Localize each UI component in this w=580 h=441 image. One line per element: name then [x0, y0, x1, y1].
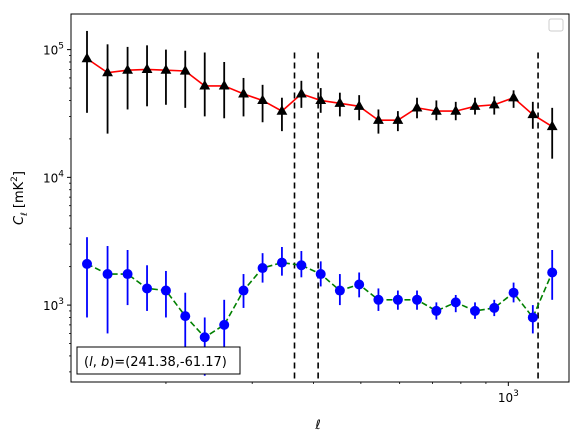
data-point-marker — [102, 269, 113, 280]
legend-box — [548, 18, 564, 32]
data-point-marker — [354, 279, 365, 290]
data-point-marker — [160, 285, 171, 296]
data-point-marker — [334, 97, 346, 107]
data-point-marker — [527, 312, 538, 323]
plot-frame — [70, 13, 570, 383]
data-point-marker — [141, 63, 153, 73]
data-point-marker — [470, 305, 481, 316]
series-layer — [81, 30, 558, 376]
data-point-marker — [373, 294, 384, 305]
vertical-lines — [293, 52, 539, 382]
data-point-marker — [430, 105, 442, 115]
y-tick-label: 105 — [43, 42, 64, 58]
series-1 — [82, 237, 558, 376]
data-point-marker — [315, 94, 327, 105]
data-point-marker — [276, 105, 288, 115]
data-point-marker — [353, 100, 365, 110]
x-axis-label: ℓ — [314, 418, 320, 433]
data-point-marker — [450, 297, 461, 308]
data-point-marker — [257, 94, 268, 105]
data-point-marker — [411, 101, 423, 112]
data-point-marker — [315, 269, 326, 280]
data-point-marker — [81, 52, 93, 63]
series-0 — [81, 30, 558, 159]
data-point-marker — [546, 120, 558, 131]
data-point-marker — [219, 319, 230, 330]
data-point-marker — [334, 285, 345, 296]
data-point-marker — [276, 257, 287, 268]
data-point-marker — [392, 294, 403, 305]
data-point-marker — [373, 114, 384, 124]
data-point-marker — [122, 269, 133, 280]
data-point-marker — [179, 65, 191, 75]
data-point-marker — [238, 87, 249, 98]
data-point-marker — [199, 79, 211, 90]
y-tick-label: 103 — [43, 297, 64, 313]
data-point-marker — [508, 287, 519, 298]
data-point-marker — [160, 64, 172, 74]
data-point-marker — [450, 105, 462, 115]
data-point-marker — [142, 283, 153, 294]
data-point-marker — [527, 108, 539, 119]
data-point-marker — [296, 260, 307, 271]
data-point-marker — [122, 64, 133, 74]
y-axis-label: Cℓ [mK2] — [10, 171, 30, 225]
data-point-marker — [431, 305, 442, 316]
data-point-marker — [238, 285, 249, 296]
annotation-text: (l, b)=(241.38,-61.17) — [84, 355, 227, 370]
plot-background — [71, 14, 569, 382]
data-point-marker — [82, 258, 93, 269]
data-point-marker — [488, 98, 500, 109]
data-point-marker — [199, 332, 210, 343]
data-point-marker — [102, 66, 113, 77]
data-point-marker — [547, 267, 558, 278]
data-point-marker — [180, 311, 191, 322]
x-tick-label: 103 — [498, 389, 519, 405]
y-tick-label: 104 — [43, 169, 64, 185]
data-point-marker — [508, 91, 519, 102]
data-point-marker — [218, 79, 230, 90]
data-point-marker — [257, 263, 268, 274]
data-point-marker — [392, 114, 404, 124]
data-point-marker — [295, 87, 307, 98]
annotation-frame — [76, 346, 241, 375]
annotation-box: (l, b)=(241.38,-61.17) — [76, 346, 241, 375]
data-point-marker — [469, 100, 481, 110]
data-point-marker — [489, 302, 500, 313]
data-point-marker — [412, 294, 423, 305]
